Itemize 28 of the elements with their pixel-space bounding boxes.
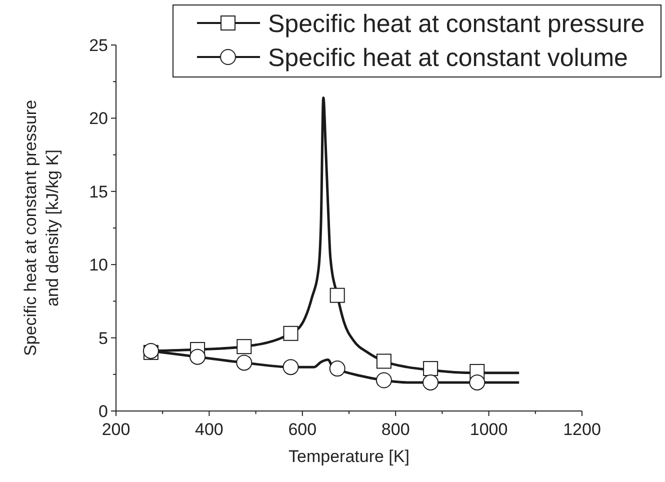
y-tick-label: 15 xyxy=(89,182,108,202)
point xyxy=(422,374,439,390)
y-tick-label: 0 xyxy=(98,402,108,421)
y-axis-title: Specific heat at constant pressure and density [kJ/kg K] xyxy=(21,100,62,356)
x-tick-label: 200 xyxy=(102,420,130,439)
x-tick-label: 400 xyxy=(195,420,224,439)
legend-label: Specific heat at constant volume xyxy=(268,44,628,72)
point xyxy=(283,326,298,341)
point xyxy=(469,374,486,390)
point xyxy=(282,359,299,376)
point xyxy=(190,348,206,365)
legend-label: Specific heat at constant pressure xyxy=(268,10,645,38)
x-axis-title: Temperature [K] xyxy=(288,447,410,466)
point xyxy=(423,361,438,376)
y-tick-label: 20 xyxy=(89,109,108,128)
point xyxy=(329,360,346,377)
y-tick-label: 10 xyxy=(89,256,108,275)
point xyxy=(376,372,392,388)
x-tick-label: 1000 xyxy=(470,420,508,439)
x-tick-label: 1200 xyxy=(563,420,601,439)
point xyxy=(236,339,252,354)
y-tick-label: 5 xyxy=(98,328,108,348)
x-tick-label: 800 xyxy=(381,420,410,439)
y-tick-label: 25 xyxy=(89,36,108,55)
point xyxy=(376,354,392,369)
x-tick-label: 600 xyxy=(288,420,317,439)
point xyxy=(236,354,252,371)
point xyxy=(330,288,345,303)
